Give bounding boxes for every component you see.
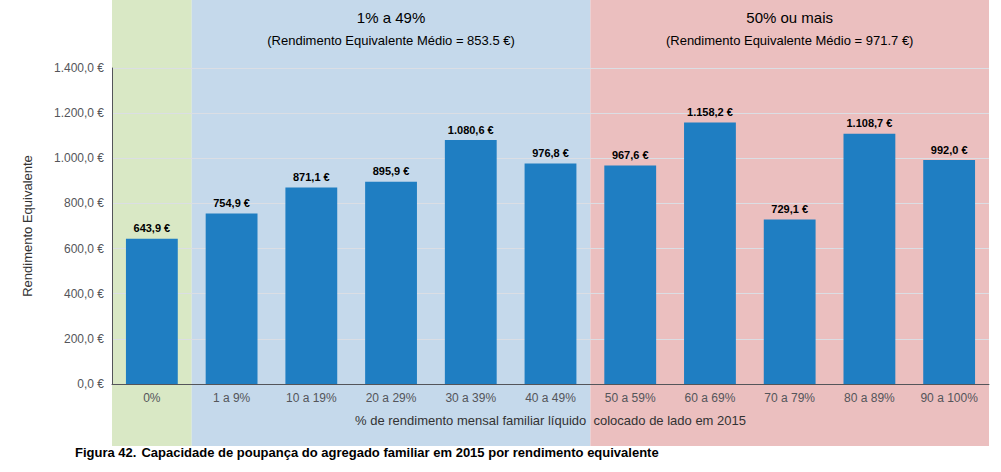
svg-text:729,1 €: 729,1 € bbox=[771, 203, 808, 215]
svg-text:800,0 €: 800,0 € bbox=[64, 196, 104, 210]
svg-text:% de rendimento mensal familia: % de rendimento mensal familiar líquido … bbox=[355, 413, 746, 428]
svg-text:30 a 39%: 30 a 39% bbox=[445, 391, 496, 405]
svg-text:50 a 59%: 50 a 59% bbox=[605, 391, 656, 405]
svg-text:643,9 €: 643,9 € bbox=[134, 222, 171, 234]
svg-text:(Rendimento Equivalente Médio: (Rendimento Equivalente Médio = 971.7 €) bbox=[666, 33, 914, 48]
svg-text:967,6 €: 967,6 € bbox=[612, 149, 649, 161]
svg-text:200,0 €: 200,0 € bbox=[64, 332, 104, 346]
svg-text:90 a 100%: 90 a 100% bbox=[920, 391, 978, 405]
svg-text:992,0 €: 992,0 € bbox=[931, 144, 968, 156]
svg-text:70 a 79%: 70 a 79% bbox=[764, 391, 815, 405]
svg-text:1.080,6 €: 1.080,6 € bbox=[448, 124, 494, 136]
svg-text:1.200,0 €: 1.200,0 € bbox=[54, 106, 104, 120]
svg-text:1 a 9%: 1 a 9% bbox=[213, 391, 251, 405]
svg-text:1.000,0 €: 1.000,0 € bbox=[54, 151, 104, 165]
svg-text:60 a 69%: 60 a 69% bbox=[685, 391, 736, 405]
svg-text:0,0 €: 0,0 € bbox=[77, 377, 104, 391]
svg-text:976,8 €: 976,8 € bbox=[532, 147, 569, 159]
svg-text:20 a 29%: 20 a 29% bbox=[366, 391, 417, 405]
svg-text:1.108,7 €: 1.108,7 € bbox=[846, 117, 892, 129]
svg-text:Capacidade de poupança do agre: Capacidade de poupança do agregado famil… bbox=[141, 445, 658, 460]
svg-text:1.158,2 €: 1.158,2 € bbox=[687, 106, 733, 118]
svg-text:895,9 €: 895,9 € bbox=[373, 165, 410, 177]
svg-text:80 a 89%: 80 a 89% bbox=[844, 391, 895, 405]
svg-text:400,0 €: 400,0 € bbox=[64, 287, 104, 301]
svg-text:40 a 49%: 40 a 49% bbox=[525, 391, 576, 405]
svg-text:Rendimento Equivalente: Rendimento Equivalente bbox=[20, 155, 35, 297]
svg-text:(Rendimento Equivalente Médio: (Rendimento Equivalente Médio = 853.5 €) bbox=[267, 33, 515, 48]
svg-text:1.400,0 €: 1.400,0 € bbox=[54, 61, 104, 75]
svg-text:Figura 42.: Figura 42. bbox=[75, 445, 136, 460]
svg-text:754,9 €: 754,9 € bbox=[213, 197, 250, 209]
svg-text:1% a 49%: 1% a 49% bbox=[357, 9, 425, 26]
svg-text:50% ou mais: 50% ou mais bbox=[746, 9, 833, 26]
svg-text:10 a 19%: 10 a 19% bbox=[286, 391, 337, 405]
svg-text:871,1 €: 871,1 € bbox=[293, 171, 330, 183]
svg-text:0%: 0% bbox=[143, 391, 161, 405]
svg-text:600,0 €: 600,0 € bbox=[64, 242, 104, 256]
